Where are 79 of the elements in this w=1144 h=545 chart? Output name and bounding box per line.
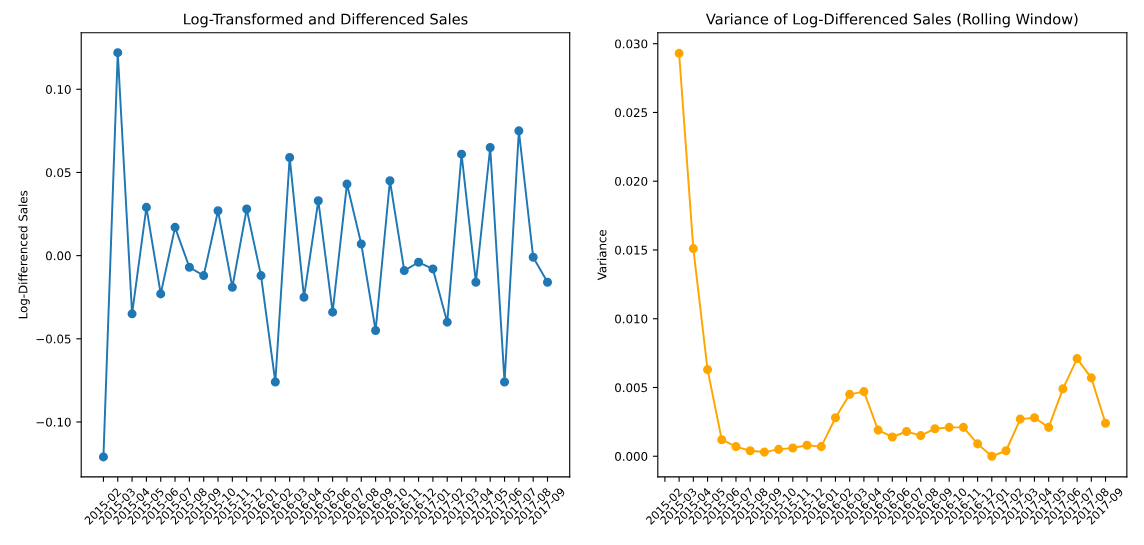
point: [788, 443, 798, 453]
point: [184, 262, 194, 272]
point: [873, 425, 883, 435]
point: [285, 152, 295, 162]
point: [1101, 418, 1111, 428]
y-tick-label: 0.10: [45, 84, 71, 94]
point: [385, 176, 395, 186]
point: [399, 266, 409, 276]
y-tick-label: 0.005: [615, 383, 648, 393]
point: [902, 426, 912, 437]
y-tick-label: −0.10: [36, 417, 71, 427]
point: [1001, 446, 1011, 456]
point: [802, 440, 812, 450]
point: [528, 252, 538, 262]
point: [471, 277, 481, 287]
chart-title: Log-Transformed and Differenced Sales: [184, 13, 468, 28]
point: [328, 307, 338, 317]
y-tick-label: 0.05: [45, 168, 71, 178]
point: [1015, 414, 1025, 424]
point: [944, 422, 954, 432]
point: [113, 48, 123, 58]
point: [703, 365, 713, 375]
point: [774, 444, 784, 454]
y-tick-label: 0.00: [45, 251, 71, 261]
point: [816, 442, 826, 452]
y-tick-label: −0.05: [36, 334, 71, 344]
point: [141, 202, 151, 212]
y-axis-title: Log-Differenced Sales: [18, 190, 30, 319]
point: [500, 377, 510, 387]
point: [442, 317, 452, 327]
y-tick-label: 0.010: [615, 314, 648, 324]
point: [371, 325, 381, 335]
point: [930, 424, 940, 434]
point: [414, 257, 424, 267]
point: [242, 204, 252, 214]
y-tick-label: 0.000: [615, 451, 648, 461]
point: [213, 206, 223, 216]
point: [98, 452, 108, 462]
y-tick-label: 0.020: [615, 176, 648, 186]
point: [1044, 422, 1054, 432]
point: [1058, 384, 1068, 394]
point: [299, 292, 309, 302]
point: [256, 271, 266, 281]
point: [745, 446, 755, 456]
point: [731, 442, 741, 452]
point: [313, 196, 323, 206]
point: [127, 309, 137, 319]
point: [1072, 354, 1082, 364]
chart-title: Variance of Log-Differenced Sales (Rolling Window): [705, 13, 1078, 28]
point: [514, 126, 524, 136]
point: [759, 447, 769, 457]
point: [227, 282, 237, 292]
point: [845, 389, 855, 399]
point: [916, 431, 926, 441]
point: [688, 244, 698, 254]
point: [170, 222, 180, 232]
point: [156, 289, 166, 299]
point: [542, 277, 553, 287]
point: [987, 451, 997, 461]
point: [457, 149, 467, 159]
y-tick-label: 0.015: [615, 245, 648, 255]
point: [270, 377, 280, 387]
y-axis-title: Variance: [597, 229, 607, 281]
y-tick-label: 0.030: [615, 39, 648, 49]
point: [859, 387, 869, 397]
point: [674, 48, 684, 58]
point: [199, 271, 209, 281]
point: [830, 413, 840, 423]
point: [887, 432, 897, 442]
point: [1029, 413, 1039, 423]
point: [485, 142, 495, 153]
point: [973, 439, 983, 449]
point: [428, 264, 438, 274]
point: [356, 239, 366, 249]
point: [717, 435, 727, 445]
y-tick-label: 0.025: [615, 108, 648, 118]
point: [342, 179, 352, 189]
point: [1086, 373, 1096, 383]
point: [958, 422, 968, 432]
